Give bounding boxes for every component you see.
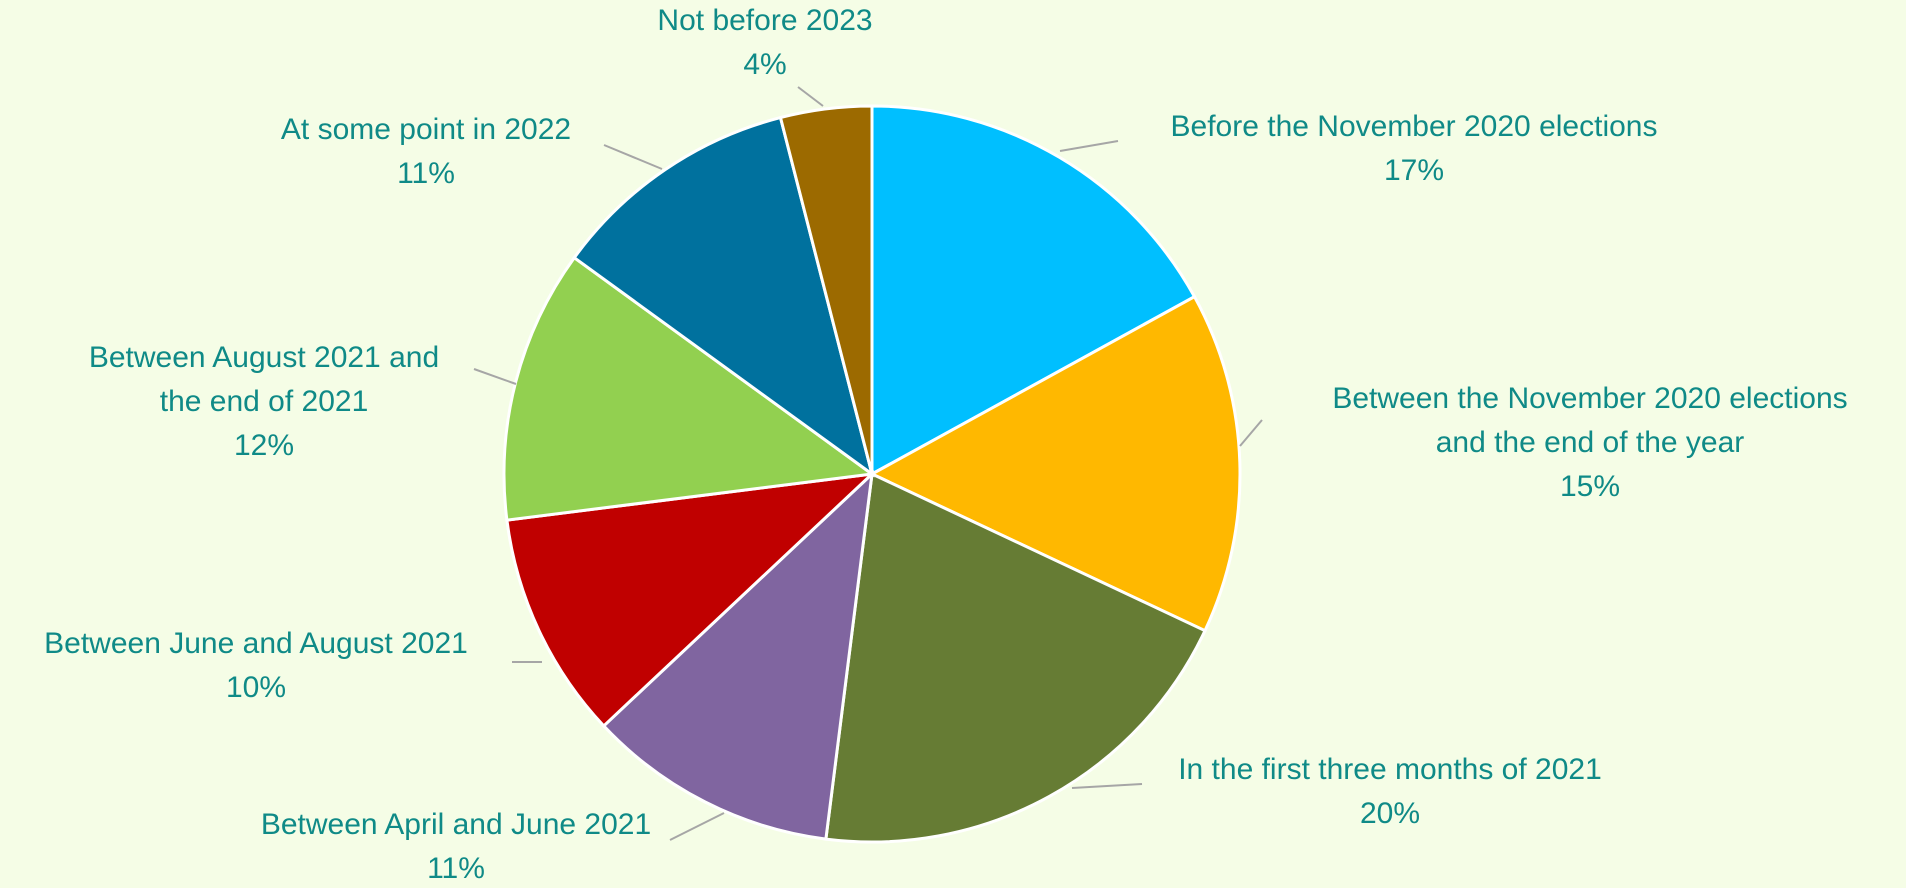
leader-line-4 [669, 812, 725, 841]
pie-slice-3 [824, 471, 1207, 844]
slice-category-label-2-line-1: Between the November 2020 elections [1332, 382, 1847, 415]
leader-line-3 [1071, 783, 1143, 789]
pie-slice-7 [572, 115, 875, 478]
slice-category-label-1-line-1: Before the November 2020 elections [1171, 110, 1658, 143]
leader-line-2 [1239, 419, 1263, 447]
slice-category-label-2-line-2: and the end of the year [1436, 426, 1745, 459]
pie-slices [502, 104, 1242, 844]
slice-value-label-7: 11% [397, 157, 455, 190]
slice-value-label-2: 15% [1560, 470, 1620, 503]
slice-value-label-5: 10% [226, 671, 286, 704]
leader-lines [473, 86, 1263, 841]
slice-value-label-3: 20% [1360, 797, 1420, 830]
slice-category-label-8-line-1: Not before 2023 [657, 4, 872, 37]
leader-line-8 [797, 86, 824, 107]
slice-category-label-6-line-2: the end of 2021 [160, 385, 369, 418]
slice-value-label-8: 4% [743, 48, 786, 81]
slice-value-label-4: 11% [427, 852, 485, 885]
slice-value-label-1: 17% [1384, 154, 1444, 187]
pie-slice-2 [868, 294, 1242, 633]
pie-slice-6 [502, 255, 876, 522]
pie-slice-4 [601, 470, 875, 841]
leader-line-6 [473, 368, 517, 385]
data-labels: Before the November 2020 elections 17% Bet… [44, 4, 1848, 885]
slice-value-label-6: 12% [234, 429, 294, 462]
slice-category-label-3-line-1: In the first three months of 2021 [1178, 753, 1602, 786]
leader-line-7 [603, 144, 663, 170]
slice-category-label-6-line-1: Between August 2021 and [89, 341, 439, 374]
slice-category-label-4-line-1: Between April and June 2021 [261, 808, 651, 841]
pie-slice-1 [870, 104, 1197, 477]
pie-slice-5 [505, 471, 877, 729]
pie-slice-8 [778, 104, 874, 475]
slice-category-label-7-line-1: At some point in 2022 [281, 113, 571, 146]
slice-category-label-5-line-1: Between June and August 2021 [44, 627, 468, 660]
leader-line-1 [1059, 140, 1119, 152]
